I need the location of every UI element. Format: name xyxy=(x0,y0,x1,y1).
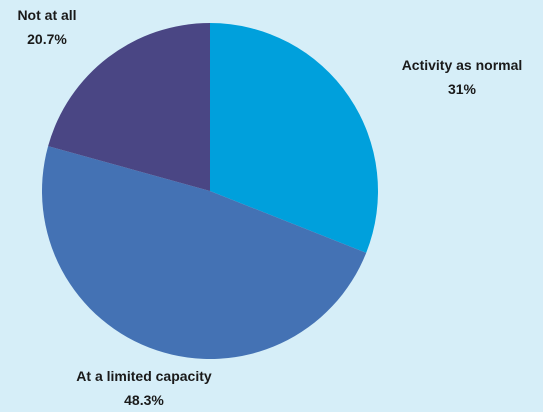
slice-category-label: Not at all xyxy=(17,7,76,23)
pie-labels: Activity as normal 31% At a limited capaci… xyxy=(17,7,522,408)
slice-value-label: 31% xyxy=(448,81,477,97)
pie-slice-not-at-all xyxy=(48,23,210,191)
slice-value-label: 20.7% xyxy=(27,31,67,47)
pie-slice-at-a-limited-capacity xyxy=(41,146,367,360)
slice-category-label: Activity as normal xyxy=(402,57,523,73)
slice-value-label: 48.3% xyxy=(124,392,164,408)
slice-label-not-at-all: Not at all 20.7% xyxy=(17,7,76,47)
slice-label-activity-as-normal: Activity as normal 31% xyxy=(402,57,523,97)
pie-slice-activity-as-normal xyxy=(210,22,378,253)
pie-slices xyxy=(41,22,378,360)
slice-label-at-a-limited-capacity: At a limited capacity 48.3% xyxy=(76,368,212,408)
slice-category-label: At a limited capacity xyxy=(76,368,212,384)
